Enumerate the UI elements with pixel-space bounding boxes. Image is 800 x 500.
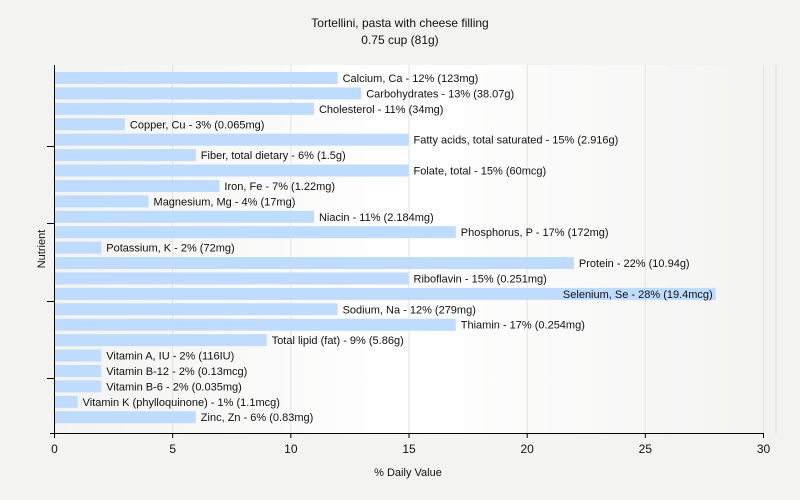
bar-label: Vitamin B-12 - 2% (0.13mcg) — [106, 366, 247, 378]
x-tick-label: 15 — [402, 442, 416, 456]
x-axis-label: % Daily Value — [374, 467, 442, 479]
bars — [54, 72, 716, 424]
plot-area-background — [54, 65, 776, 433]
bar — [54, 318, 456, 331]
x-axis-ticks: 0 5 10 15 20 25 30 — [51, 433, 770, 456]
bar-label: Niacin - 11% (2.184mg) — [319, 212, 434, 224]
x-tick-label: 5 — [169, 442, 176, 456]
bar-label: Fiber, total dietary - 6% (1.5g) — [201, 150, 346, 162]
bar-label: Phosphorus, P - 17% (172mg) — [461, 227, 609, 239]
bar — [54, 179, 220, 192]
bar — [54, 195, 149, 208]
bar — [54, 272, 409, 285]
x-tick-label: 0 — [51, 442, 58, 456]
bar-label: Folate, total - 15% (60mcg) — [414, 166, 547, 178]
bar — [54, 364, 102, 377]
bar-label: Carbohydrates - 13% (38.07g) — [366, 88, 514, 100]
bar — [54, 257, 574, 270]
bar-label: Riboflavin - 15% (0.251mg) — [414, 273, 547, 285]
bar — [54, 287, 716, 300]
y-axis-ticks — [47, 146, 54, 379]
x-tick-label: 10 — [284, 442, 298, 456]
bar-label: Copper, Cu - 3% (0.065mg) — [130, 119, 265, 131]
bar — [54, 303, 338, 316]
bar-label: Potassium, K - 2% (72mg) — [106, 243, 234, 255]
bar-label: Iron, Fe - 7% (1.22mg) — [224, 181, 335, 193]
bar-label: Sodium, Na - 12% (279mg) — [343, 304, 476, 316]
bar — [54, 226, 456, 239]
bar — [54, 395, 78, 408]
bar-label: Thiamin - 17% (0.254mg) — [461, 320, 585, 332]
bar-label: Zinc, Zn - 6% (0.83mg) — [201, 412, 313, 424]
bar-label: Vitamin B-6 - 2% (0.035mg) — [106, 381, 242, 393]
y-axis-label: Nutrient — [36, 230, 48, 269]
bar-label: Protein - 22% (10.94g) — [579, 258, 690, 270]
bar — [54, 72, 338, 84]
bar — [54, 87, 362, 100]
bar — [54, 334, 267, 347]
bar — [54, 241, 102, 254]
bar — [54, 118, 125, 131]
bar — [54, 164, 409, 177]
bar — [54, 380, 102, 393]
bar-label: Vitamin K (phylloquinone) - 1% (1.1mcg) — [83, 397, 280, 409]
bar-label: Total lipid (fat) - 9% (5.86g) — [272, 335, 404, 347]
gridlines — [172, 65, 764, 433]
bar — [54, 411, 196, 424]
bar-label: Selenium, Se - 28% (19.4mcg) — [563, 289, 713, 301]
bar-labels: Calcium, Ca - 12% (123mg) Carbohydrates -… — [83, 73, 713, 424]
bar — [54, 102, 314, 115]
chart-subtitle: 0.75 cup (81g) — [361, 33, 438, 47]
bar — [54, 210, 314, 223]
bar — [54, 149, 196, 162]
x-tick-label: 20 — [520, 442, 534, 456]
bar — [54, 133, 409, 146]
bar — [54, 349, 102, 362]
bar-label: Magnesium, Mg - 4% (17mg) — [154, 196, 296, 208]
x-tick-label: 30 — [757, 442, 771, 456]
bar-label: Vitamin A, IU - 2% (116IU) — [106, 351, 234, 363]
x-tick-label: 25 — [639, 442, 653, 456]
bar-label: Calcium, Ca - 12% (123mg) — [343, 73, 479, 85]
chart-title: Tortellini, pasta with cheese filling — [311, 16, 488, 30]
bar-label: Cholesterol - 11% (34mg) — [319, 104, 444, 116]
bar-label: Fatty acids, total saturated - 15% (2.91… — [414, 135, 619, 147]
